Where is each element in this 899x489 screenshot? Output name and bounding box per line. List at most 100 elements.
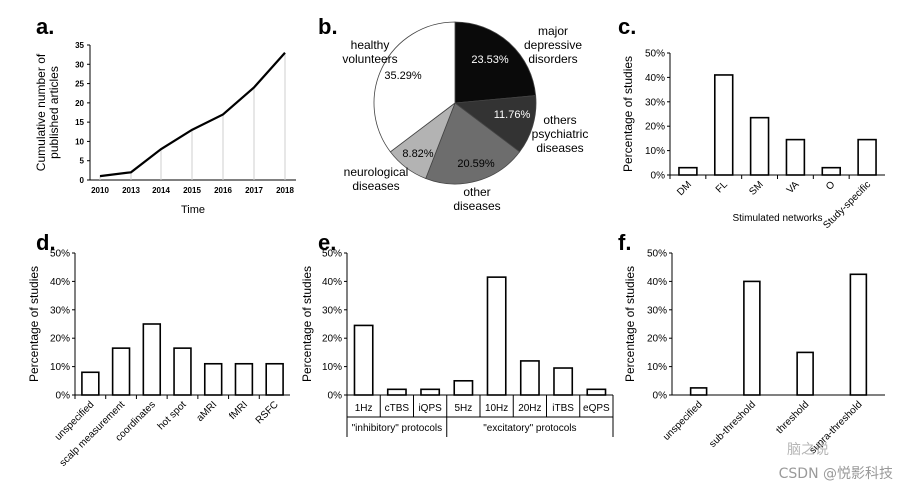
slice-pct-label: 20.59% [457, 158, 495, 170]
y-tick-label: 5 [80, 157, 85, 166]
panel-label-d: d. [36, 230, 56, 255]
x-tick-label: SM [747, 179, 765, 197]
y-tick-label: 50% [647, 249, 667, 260]
x-tick-label: unspecified [661, 399, 705, 443]
panel-label-f: f. [618, 230, 631, 255]
chart-c-bar: 0%10%20%30%40%50%DM FL SM VA OStudy-specific… [621, 49, 885, 231]
y-tick-label: 0% [651, 171, 666, 182]
bar-ctbs [386, 388, 407, 396]
bar-va [785, 138, 806, 176]
series-line [99, 51, 286, 178]
slice-pct-label: 11.76% [494, 109, 531, 121]
y-tick-label: 30% [645, 97, 665, 108]
y-tick-label: 40% [645, 73, 665, 84]
x-tick-label: fMRI [227, 399, 250, 422]
y-tick-label: 25 [75, 80, 84, 89]
y-axis-label: Cumulative number ofpublished articles [34, 53, 61, 171]
panel-label-b: b. [318, 14, 338, 39]
bar-threshold [796, 351, 814, 396]
x-axis-label: Time [181, 204, 205, 216]
y-tick-label: 40% [322, 277, 342, 288]
y-axis-label: Percentage of studies [27, 266, 41, 382]
x-tick-label: hot spot [156, 399, 189, 432]
y-tick-label: 20% [645, 122, 665, 133]
y-tick-label: 20% [647, 334, 667, 345]
y-tick-label: 0% [653, 391, 668, 402]
chart-f-bar: 0% 10% 20% 30% 40% 50% unspecified sub-threshol… [623, 249, 885, 456]
bar-rsfc [265, 362, 284, 396]
slice-category-label: others psychiatric diseases [532, 113, 589, 155]
y-tick-label: 10 [75, 137, 84, 146]
y-tick-label: 30% [647, 305, 667, 316]
y-tick-label: 30% [50, 305, 70, 316]
y-tick-label: 0 [80, 176, 85, 185]
bar-fl [713, 74, 734, 176]
y-tick-label: 10% [645, 146, 665, 157]
y-tick-label: 40% [647, 277, 667, 288]
y-axis-label: Percentage of studies [623, 266, 637, 382]
bar-itbs [553, 367, 574, 396]
bar-o [821, 166, 842, 176]
y-tick-label: 20 [75, 99, 84, 108]
chart-e-bar: 0% 10% 20% 30% 40% 50% 1Hz cTBS iQPS 5Hz 10Hz 20Hz i… [300, 249, 614, 437]
bar-iqps [420, 388, 441, 396]
y-tick-label: 50% [645, 49, 665, 60]
y-tick-label: 15 [75, 118, 84, 127]
x-tick-label: 2018 [276, 186, 294, 195]
y-axis-label: Percentage of studies [621, 56, 635, 172]
pie-slice-other-diseases [425, 102, 521, 185]
panel-label-a: a. [36, 14, 54, 39]
y-tick-label: 35 [75, 41, 84, 50]
x-tick-label: threshold [774, 399, 811, 436]
y-tick-label: 20% [50, 334, 70, 345]
x-tick-label: 2017 [245, 186, 263, 195]
bar-5hz [453, 379, 474, 396]
y-tick-label: 50% [322, 249, 342, 260]
panel-label-c: c. [618, 14, 636, 39]
x-tick-label: 20Hz [518, 403, 541, 414]
slice-category-label: major depressive disorders [524, 24, 582, 66]
x-tick-label: 5Hz [454, 403, 472, 414]
bar-sub-threshold [743, 280, 761, 396]
bar-hot-spot [173, 347, 192, 396]
y-tick-label: 10% [647, 362, 667, 373]
slice-pct-label: 8.82% [402, 148, 433, 160]
x-tick-label: 2013 [122, 186, 140, 195]
bar-study-specific [857, 138, 877, 176]
watermark-logo: 脑之说 [787, 442, 829, 458]
y-axis-label: Percentage of studies [300, 266, 314, 382]
x-tick-label: O [824, 179, 837, 192]
slice-category-label: healthy volunteers [342, 38, 397, 66]
y-tick-label: 40% [50, 277, 70, 288]
group-label: "excitatory" protocols [483, 423, 576, 434]
y-tick-label: 10% [322, 362, 342, 373]
x-tick-label: VA [785, 179, 802, 196]
x-tick-label: sub-threshold [707, 399, 758, 450]
bar-dm [678, 166, 698, 176]
bar-unspecified [689, 387, 708, 396]
x-tick-label: FL [714, 179, 730, 195]
bar-supra-threshold [849, 273, 868, 396]
group-label: "inhibitory" protocols [352, 423, 442, 434]
x-tick-label: iTBS [552, 403, 574, 414]
bar-10hz [486, 276, 507, 396]
pie-slice-healthy-volunteers [373, 21, 456, 153]
y-tick-label: 10% [50, 362, 70, 373]
slice-pct-label: 23.53% [471, 54, 509, 66]
slice-category-label: other diseases [453, 185, 500, 213]
bar-1hz [353, 324, 374, 396]
bar-eqps [586, 388, 607, 396]
x-tick-label: cTBS [385, 403, 410, 414]
x-tick-label: 10Hz [485, 403, 508, 414]
y-tick-label: 30 [75, 60, 84, 69]
bar-sm [749, 116, 770, 176]
x-tick-label: DM [675, 179, 694, 198]
x-tick-label: 2016 [214, 186, 232, 195]
x-tick-label: 2015 [183, 186, 201, 195]
bar-20hz [519, 360, 540, 396]
watermark: CSDN @悦影科技 [778, 466, 893, 482]
y-tick-label: 20% [322, 334, 342, 345]
